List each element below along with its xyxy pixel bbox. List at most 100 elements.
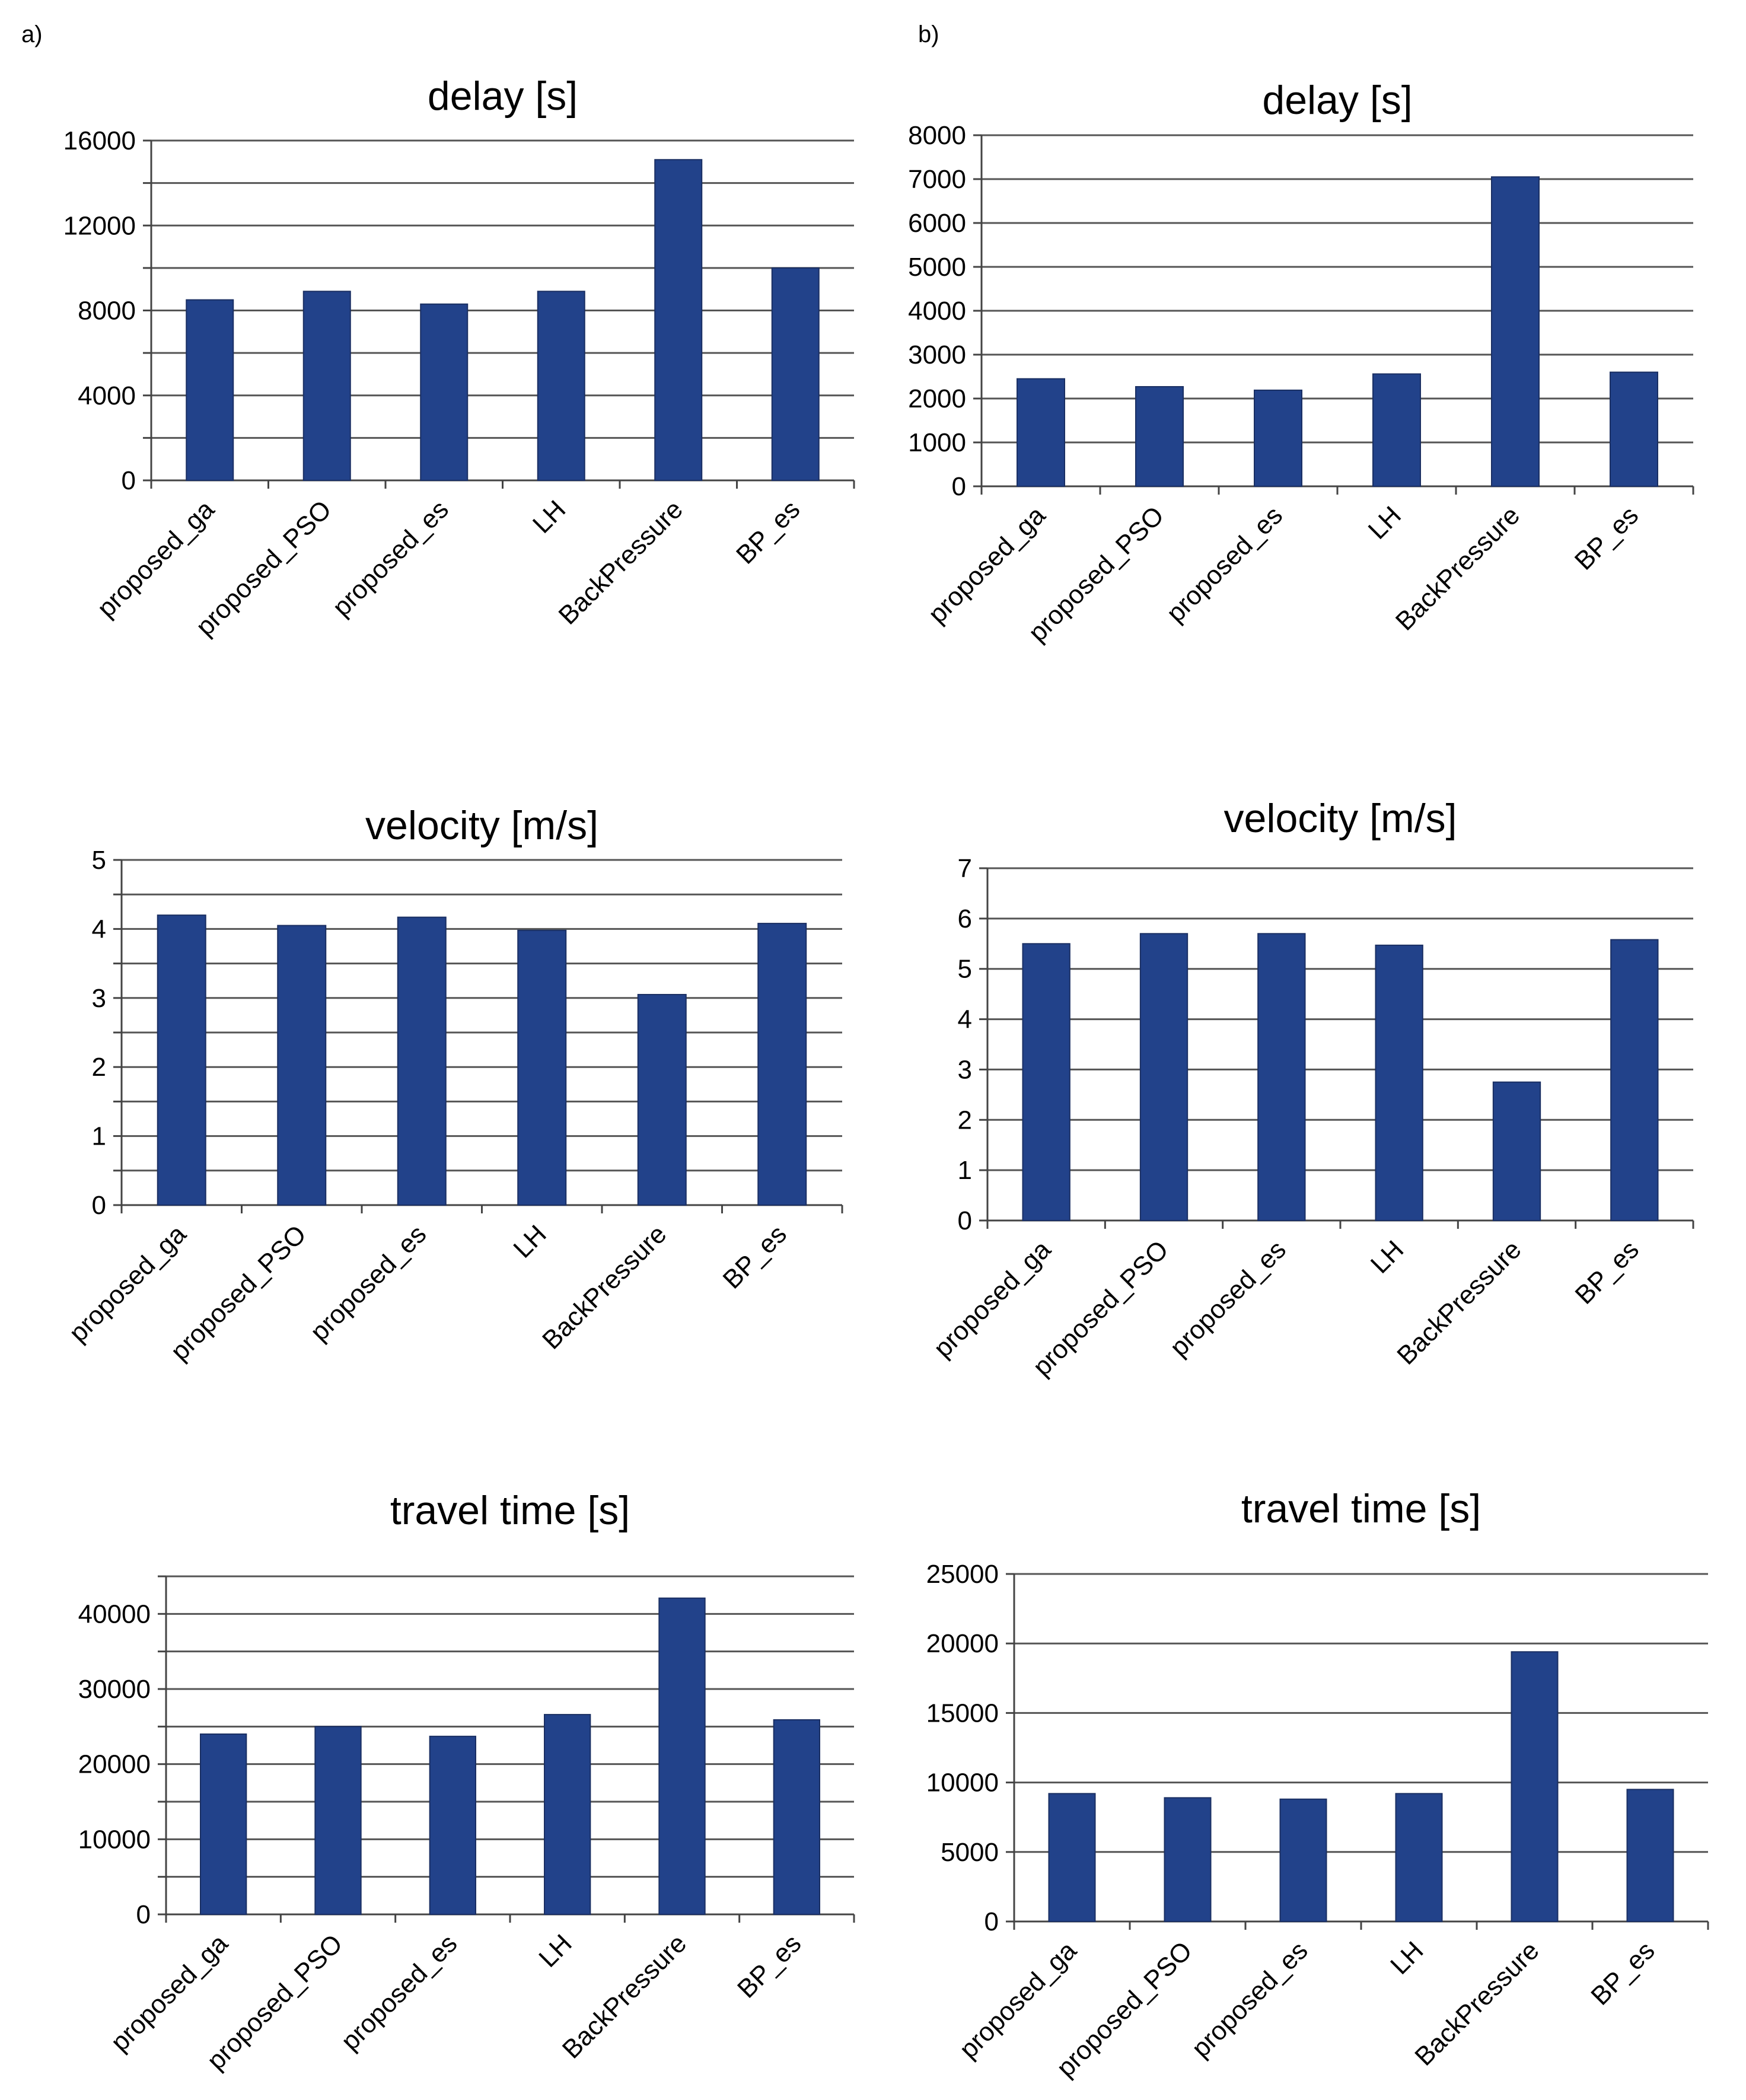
chart-b-delay: delay [s] 0 1000 2000 3000 4000 5000 6000 7000 80…	[908, 78, 1694, 648]
panel-label-a: a)	[21, 21, 43, 47]
chart-title: delay [s]	[428, 74, 578, 119]
bar-BP_es	[1610, 939, 1659, 1222]
bar-BP_es	[1626, 1789, 1674, 1923]
bar-proposed_ga	[186, 299, 234, 481]
x-tick-label: proposed_ga	[923, 501, 1052, 629]
bar-proposed_PSO	[1135, 386, 1184, 487]
y-tick-label: 6	[958, 904, 972, 933]
x-tick-label: proposed_es	[327, 495, 454, 622]
x-tick-label: proposed_ga	[105, 1929, 234, 2057]
y-tick-label: 5000	[941, 1838, 999, 1867]
y-tick-label: 4	[92, 914, 106, 944]
bar-proposed_PSO	[277, 925, 327, 1206]
x-tick-label: proposed_es	[336, 1929, 463, 2056]
y-tick-label: 8000	[908, 121, 966, 150]
x-tick-label: BackPressure	[1409, 1936, 1544, 2071]
bar-proposed_PSO	[1139, 933, 1189, 1222]
bar-proposed_PSO	[302, 291, 351, 481]
bar-proposed_es	[1257, 933, 1306, 1222]
y-tick-label: 10000	[926, 1768, 999, 1798]
y-tick-label: 4000	[78, 381, 136, 410]
y-tick-label: 7000	[908, 165, 966, 194]
chart-title: delay [s]	[1262, 78, 1412, 123]
y-tick-label: 6000	[908, 209, 966, 238]
bar-BackPressure	[1492, 1081, 1541, 1221]
chart-a-velocity: velocity [m/s] 0 1 2 3 4 5 proposed_ga proposed_…	[63, 803, 843, 1366]
x-tick-label: BackPressure	[553, 495, 689, 630]
bar-proposed_ga	[1048, 1793, 1096, 1923]
x-tick-label: LH	[1363, 501, 1407, 544]
panel-label-b: b)	[918, 21, 939, 47]
chart-b-travel: travel time [s] 0 5000 10000 15000 20000 25000…	[926, 1486, 1709, 2083]
y-tick-label: 4000	[908, 297, 966, 326]
y-tick-label: 40000	[78, 1599, 151, 1629]
y-tick-label: 0	[958, 1206, 972, 1235]
chart-title: travel time [s]	[1241, 1486, 1481, 1531]
chart-title: travel time [s]	[390, 1488, 630, 1533]
chart-b-velocity: velocity [m/s] 0 1 2 3 4 5 6 7 proposed_ga propose…	[928, 796, 1694, 1382]
y-tick-label: 4	[958, 1005, 972, 1034]
x-tick-label: proposed_ga	[92, 495, 221, 623]
y-tick-label: 30000	[78, 1675, 151, 1704]
y-tick-label: 1000	[908, 428, 966, 457]
chart-title: velocity [m/s]	[1224, 796, 1457, 841]
x-tick-label: BackPressure	[537, 1219, 672, 1355]
y-tick-label: 0	[984, 1907, 999, 1936]
x-tick-label: proposed_es	[1186, 1936, 1314, 2063]
bar-proposed_es	[397, 916, 447, 1206]
y-tick-label: 20000	[926, 1629, 999, 1658]
x-tick-label: LH	[1385, 1936, 1429, 1980]
y-tick-label: 3	[958, 1055, 972, 1084]
x-tick-label: LH	[533, 1929, 577, 1972]
bar-BackPressure	[1511, 1651, 1559, 1922]
chart-title: velocity [m/s]	[365, 803, 598, 848]
bar-proposed_PSO	[1164, 1797, 1212, 1923]
chart-a-travel: travel time [s] 0 10000 20000 30000 40000 prop…	[78, 1488, 855, 2076]
y-tick-label: 3000	[908, 340, 966, 369]
bar-LH	[1375, 944, 1423, 1221]
y-tick-label: 0	[122, 466, 136, 495]
bar-proposed_ga	[200, 1733, 247, 1915]
y-tick-label: 5	[958, 955, 972, 984]
x-tick-label: proposed_es	[1164, 1235, 1292, 1362]
y-tick-label: 0	[952, 472, 966, 501]
y-tick-label: 2	[92, 1053, 106, 1082]
y-tick-label: 15000	[926, 1699, 999, 1728]
x-tick-label: LH	[1365, 1235, 1409, 1279]
bar-LH	[537, 291, 585, 481]
bar-LH	[1395, 1793, 1443, 1923]
y-tick-label: 10000	[78, 1825, 151, 1854]
x-tick-label: BP_es	[1570, 1235, 1645, 1309]
bar-BackPressure	[637, 993, 687, 1206]
y-tick-label: 2	[958, 1105, 972, 1135]
x-tick-label: BP_es	[731, 495, 805, 569]
bar-proposed_ga	[1022, 943, 1070, 1222]
bar-proposed_PSO	[314, 1726, 362, 1915]
bar-BP_es	[773, 1719, 820, 1916]
y-tick-label: 0	[136, 1900, 151, 1929]
bar-proposed_es	[1279, 1798, 1327, 1923]
bar-LH	[544, 1714, 591, 1915]
y-tick-label: 1	[958, 1156, 972, 1185]
x-tick-label: BP_es	[732, 1929, 807, 2003]
x-tick-label: LH	[508, 1219, 552, 1263]
y-tick-label: 12000	[63, 211, 136, 240]
y-tick-label: 1	[92, 1122, 106, 1151]
x-tick-label: proposed_es	[1161, 501, 1289, 628]
y-tick-label: 5	[92, 846, 106, 875]
x-tick-label: proposed_es	[305, 1219, 432, 1347]
x-tick-label: proposed_ga	[954, 1936, 1082, 2064]
x-tick-label: BackPressure	[1390, 501, 1525, 636]
bar-BackPressure	[654, 159, 703, 481]
bar-LH	[517, 929, 567, 1206]
bar-BP_es	[1610, 371, 1658, 487]
y-tick-label: 8000	[78, 297, 136, 326]
y-tick-label: 25000	[926, 1560, 999, 1589]
bar-proposed_es	[420, 303, 469, 481]
bar-proposed_ga	[1017, 378, 1065, 487]
y-tick-label: 0	[92, 1191, 106, 1220]
y-tick-label: 16000	[63, 126, 136, 155]
x-tick-label: proposed_ga	[63, 1219, 192, 1348]
chart-a-delay: delay [s] 0 4000 8000 12000 16000 proposed_ga p…	[63, 74, 855, 642]
bar-BackPressure	[658, 1597, 706, 1916]
